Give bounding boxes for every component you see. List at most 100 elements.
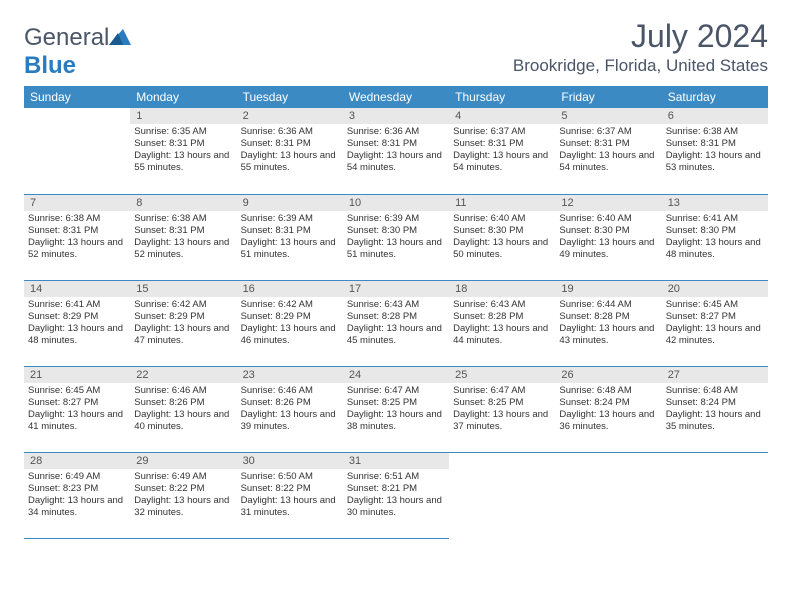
calendar-cell: 26Sunrise: 6:48 AMSunset: 8:24 PMDayligh… [555, 366, 661, 452]
calendar-cell: 24Sunrise: 6:47 AMSunset: 8:25 PMDayligh… [343, 366, 449, 452]
calendar-cell: 7Sunrise: 6:38 AMSunset: 8:31 PMDaylight… [24, 194, 130, 280]
sunset-line: Sunset: 8:31 PM [134, 138, 232, 150]
day-number: 3 [343, 108, 449, 124]
daylight-line: Daylight: 13 hours and 41 minutes. [28, 409, 126, 433]
day-number: 12 [555, 195, 661, 211]
sunrise-line: Sunrise: 6:42 AM [134, 299, 232, 311]
sunset-line: Sunset: 8:30 PM [559, 225, 657, 237]
daylight-line: Daylight: 13 hours and 43 minutes. [559, 323, 657, 347]
month-title: July 2024 [513, 18, 768, 55]
weekday-header: Monday [130, 86, 236, 108]
day-number: 10 [343, 195, 449, 211]
sunset-line: Sunset: 8:22 PM [134, 483, 232, 495]
sunrise-line: Sunrise: 6:38 AM [134, 213, 232, 225]
day-number: 24 [343, 367, 449, 383]
sunrise-line: Sunrise: 6:37 AM [453, 126, 551, 138]
calendar-cell: 22Sunrise: 6:46 AMSunset: 8:26 PMDayligh… [130, 366, 236, 452]
calendar-cell: 3Sunrise: 6:36 AMSunset: 8:31 PMDaylight… [343, 108, 449, 194]
calendar-cell: 21Sunrise: 6:45 AMSunset: 8:27 PMDayligh… [24, 366, 130, 452]
weekday-header: Friday [555, 86, 661, 108]
sunset-line: Sunset: 8:31 PM [241, 225, 339, 237]
calendar-cell: 30Sunrise: 6:50 AMSunset: 8:22 PMDayligh… [237, 452, 343, 538]
day-number: 25 [449, 367, 555, 383]
day-number: 26 [555, 367, 661, 383]
daylight-line: Daylight: 13 hours and 55 minutes. [134, 150, 232, 174]
day-number: 20 [662, 281, 768, 297]
sunset-line: Sunset: 8:25 PM [347, 397, 445, 409]
daylight-line: Daylight: 13 hours and 52 minutes. [28, 237, 126, 261]
calendar-table: SundayMondayTuesdayWednesdayThursdayFrid… [24, 86, 768, 539]
sunrise-line: Sunrise: 6:44 AM [559, 299, 657, 311]
sunrise-line: Sunrise: 6:48 AM [666, 385, 764, 397]
daylight-line: Daylight: 13 hours and 34 minutes. [28, 495, 126, 519]
calendar-cell: 17Sunrise: 6:43 AMSunset: 8:28 PMDayligh… [343, 280, 449, 366]
daylight-line: Daylight: 13 hours and 53 minutes. [666, 150, 764, 174]
daylight-line: Daylight: 13 hours and 45 minutes. [347, 323, 445, 347]
calendar-cell: 19Sunrise: 6:44 AMSunset: 8:28 PMDayligh… [555, 280, 661, 366]
calendar-week-row: 7Sunrise: 6:38 AMSunset: 8:31 PMDaylight… [24, 194, 768, 280]
sunrise-line: Sunrise: 6:45 AM [28, 385, 126, 397]
day-number: 27 [662, 367, 768, 383]
sunset-line: Sunset: 8:25 PM [453, 397, 551, 409]
daylight-line: Daylight: 13 hours and 51 minutes. [347, 237, 445, 261]
title-block: July 2024 Brookridge, Florida, United St… [513, 18, 768, 76]
daylight-line: Daylight: 13 hours and 47 minutes. [134, 323, 232, 347]
daylight-line: Daylight: 13 hours and 42 minutes. [666, 323, 764, 347]
day-details: Sunrise: 6:40 AMSunset: 8:30 PMDaylight:… [555, 211, 661, 264]
logo: General Blue [24, 18, 131, 80]
calendar-cell: 16Sunrise: 6:42 AMSunset: 8:29 PMDayligh… [237, 280, 343, 366]
calendar-cell: 10Sunrise: 6:39 AMSunset: 8:30 PMDayligh… [343, 194, 449, 280]
calendar-cell: 29Sunrise: 6:49 AMSunset: 8:22 PMDayligh… [130, 452, 236, 538]
weekday-header: Wednesday [343, 86, 449, 108]
day-details: Sunrise: 6:37 AMSunset: 8:31 PMDaylight:… [449, 124, 555, 177]
sunrise-line: Sunrise: 6:39 AM [241, 213, 339, 225]
calendar-cell: 1Sunrise: 6:35 AMSunset: 8:31 PMDaylight… [130, 108, 236, 194]
sunset-line: Sunset: 8:21 PM [347, 483, 445, 495]
sunrise-line: Sunrise: 6:49 AM [28, 471, 126, 483]
page-header: General Blue July 2024 Brookridge, Flori… [24, 18, 768, 80]
sunset-line: Sunset: 8:26 PM [134, 397, 232, 409]
sunset-line: Sunset: 8:28 PM [453, 311, 551, 323]
day-number: 1 [130, 108, 236, 124]
day-details: Sunrise: 6:48 AMSunset: 8:24 PMDaylight:… [555, 383, 661, 436]
day-number: 22 [130, 367, 236, 383]
day-number: 9 [237, 195, 343, 211]
day-details: Sunrise: 6:45 AMSunset: 8:27 PMDaylight:… [24, 383, 130, 436]
daylight-line: Daylight: 13 hours and 51 minutes. [241, 237, 339, 261]
calendar-cell: 20Sunrise: 6:45 AMSunset: 8:27 PMDayligh… [662, 280, 768, 366]
day-number: 28 [24, 453, 130, 469]
calendar-cell: 18Sunrise: 6:43 AMSunset: 8:28 PMDayligh… [449, 280, 555, 366]
calendar-cell: 25Sunrise: 6:47 AMSunset: 8:25 PMDayligh… [449, 366, 555, 452]
daylight-line: Daylight: 13 hours and 54 minutes. [347, 150, 445, 174]
daylight-line: Daylight: 13 hours and 46 minutes. [241, 323, 339, 347]
daylight-line: Daylight: 13 hours and 31 minutes. [241, 495, 339, 519]
day-number: 31 [343, 453, 449, 469]
daylight-line: Daylight: 13 hours and 36 minutes. [559, 409, 657, 433]
location-subtitle: Brookridge, Florida, United States [513, 56, 768, 76]
sunrise-line: Sunrise: 6:50 AM [241, 471, 339, 483]
weekday-header: Tuesday [237, 86, 343, 108]
sunset-line: Sunset: 8:30 PM [453, 225, 551, 237]
day-details: Sunrise: 6:40 AMSunset: 8:30 PMDaylight:… [449, 211, 555, 264]
weekday-header: Saturday [662, 86, 768, 108]
calendar-cell: 12Sunrise: 6:40 AMSunset: 8:30 PMDayligh… [555, 194, 661, 280]
daylight-line: Daylight: 13 hours and 44 minutes. [453, 323, 551, 347]
day-number: 7 [24, 195, 130, 211]
weekday-header: Sunday [24, 86, 130, 108]
day-details: Sunrise: 6:45 AMSunset: 8:27 PMDaylight:… [662, 297, 768, 350]
day-number: 11 [449, 195, 555, 211]
day-number: 19 [555, 281, 661, 297]
calendar-week-row: 1Sunrise: 6:35 AMSunset: 8:31 PMDaylight… [24, 108, 768, 194]
sunset-line: Sunset: 8:31 PM [134, 225, 232, 237]
sunset-line: Sunset: 8:31 PM [28, 225, 126, 237]
calendar-cell: 8Sunrise: 6:38 AMSunset: 8:31 PMDaylight… [130, 194, 236, 280]
sunset-line: Sunset: 8:31 PM [559, 138, 657, 150]
calendar-cell: 27Sunrise: 6:48 AMSunset: 8:24 PMDayligh… [662, 366, 768, 452]
sunset-line: Sunset: 8:26 PM [241, 397, 339, 409]
sunrise-line: Sunrise: 6:40 AM [453, 213, 551, 225]
sunrise-line: Sunrise: 6:42 AM [241, 299, 339, 311]
sunset-line: Sunset: 8:27 PM [28, 397, 126, 409]
day-details: Sunrise: 6:49 AMSunset: 8:23 PMDaylight:… [24, 469, 130, 522]
day-details: Sunrise: 6:50 AMSunset: 8:22 PMDaylight:… [237, 469, 343, 522]
calendar-cell: 28Sunrise: 6:49 AMSunset: 8:23 PMDayligh… [24, 452, 130, 538]
